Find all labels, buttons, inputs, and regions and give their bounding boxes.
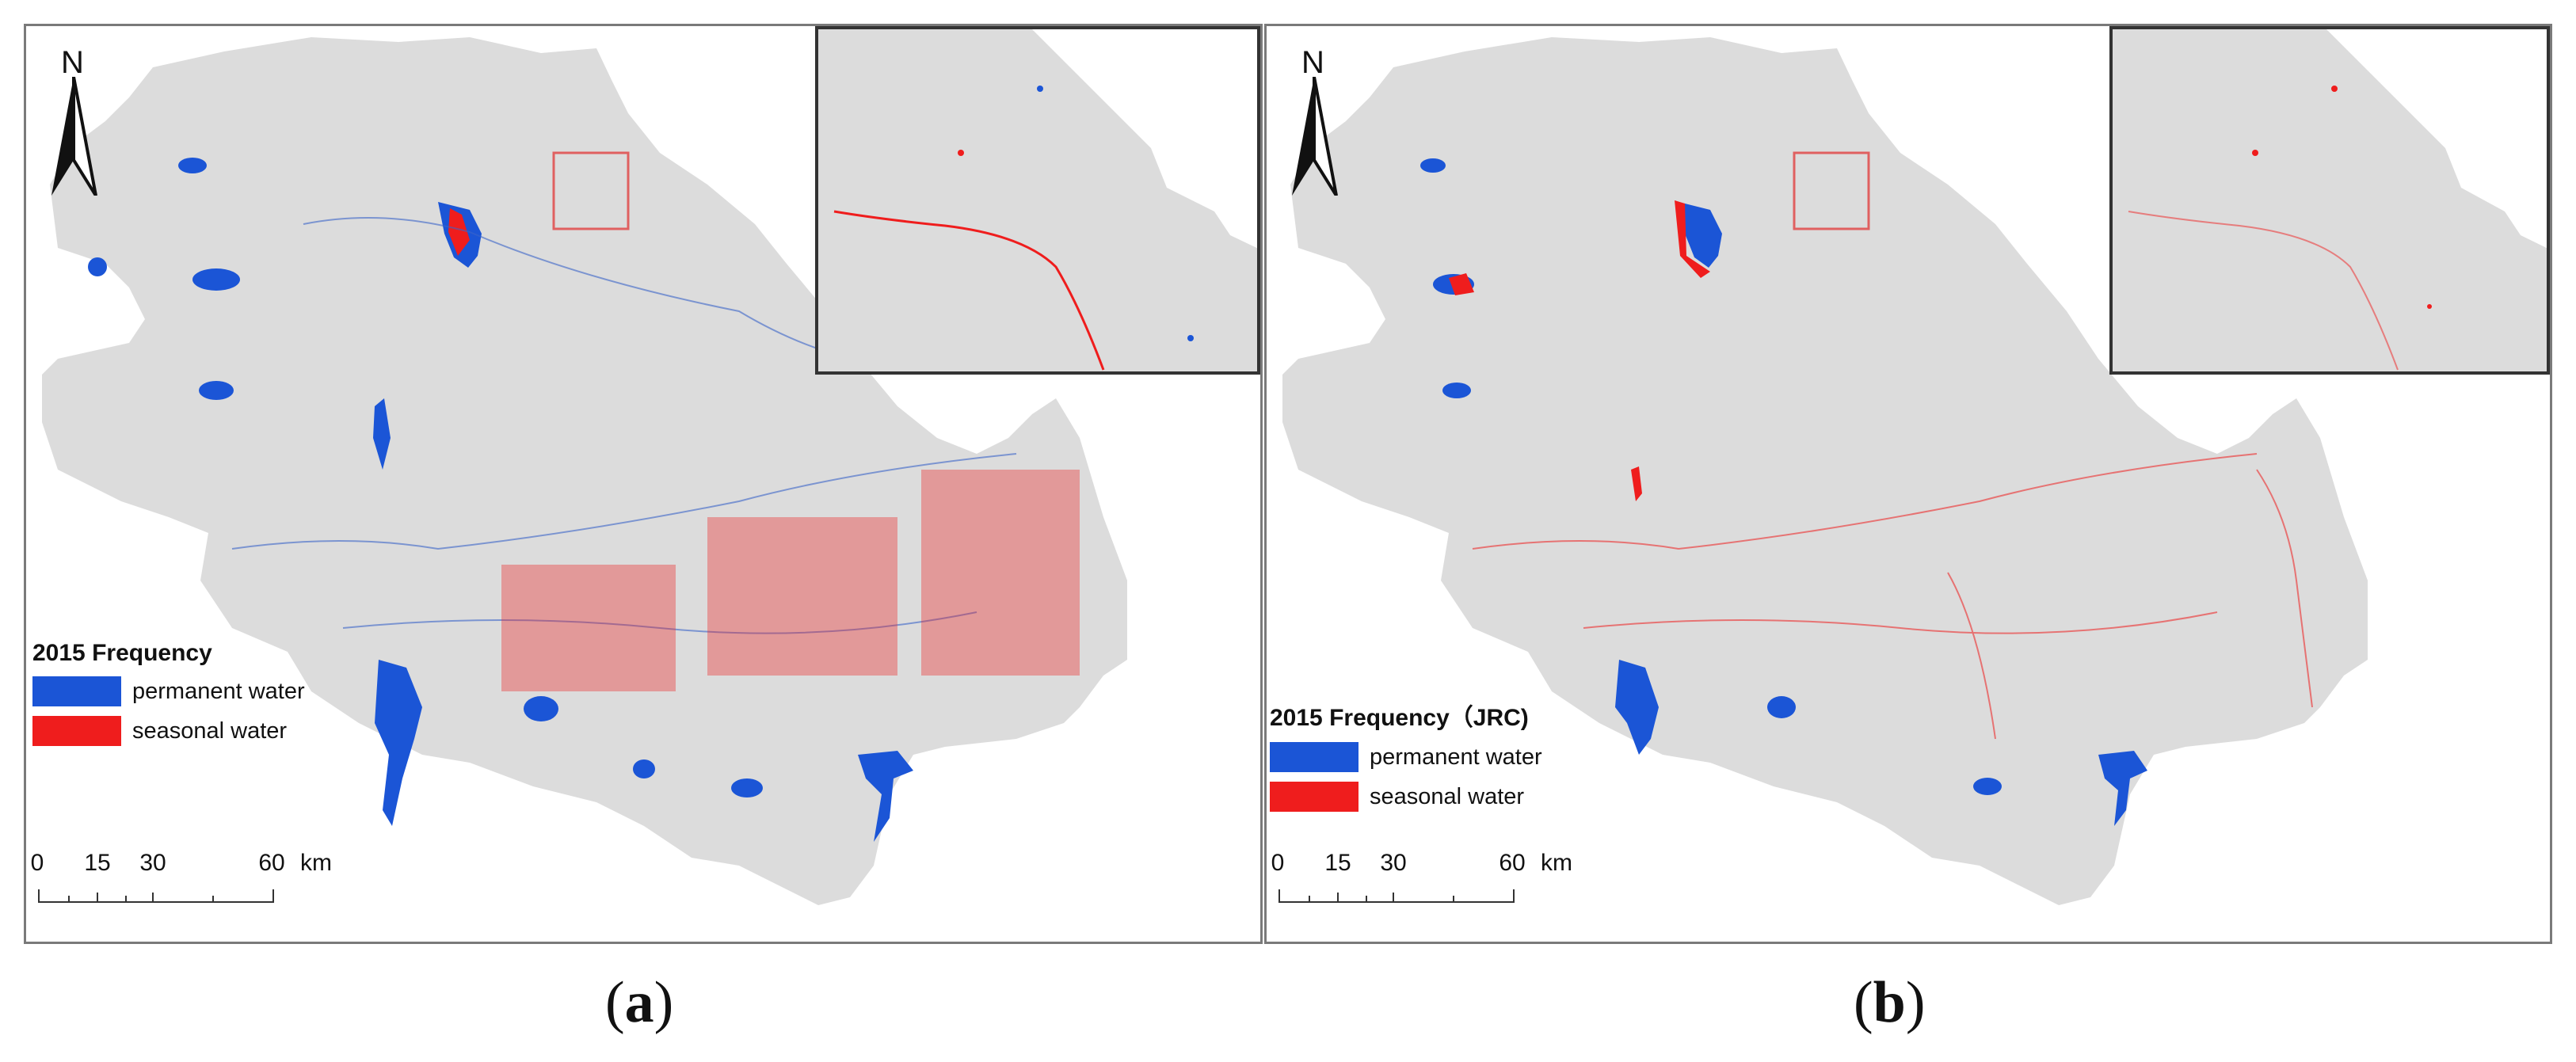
scale-bar-a: 0 15 30 60 km bbox=[31, 850, 338, 909]
seasonal-water-swatch bbox=[32, 716, 121, 746]
scale-tick-label: 15 bbox=[1324, 850, 1351, 876]
seasonal-water-swatch bbox=[1270, 782, 1358, 812]
north-label: N bbox=[1301, 45, 1324, 80]
map-panel-a: N 2015 Frequency permanent water seasona… bbox=[24, 24, 1263, 944]
map-canvas-a bbox=[42, 37, 1127, 905]
scale-tick-label: 0 bbox=[1271, 850, 1285, 876]
scale-bar-graphic bbox=[38, 889, 274, 903]
permanent-water-swatch bbox=[32, 676, 121, 706]
north-arrow-icon bbox=[1292, 77, 1338, 196]
locator-box bbox=[552, 151, 630, 230]
north-arrow: N bbox=[1282, 37, 1354, 196]
map-canvas-b bbox=[1282, 37, 2368, 905]
caption-letter: a bbox=[624, 970, 654, 1035]
map-panel-b: N 2015 Frequency（JRC) permanent water se… bbox=[1264, 24, 2552, 944]
legend-item-seasonal-water: seasonal water bbox=[1270, 782, 1542, 812]
legend-item-label: seasonal water bbox=[1370, 783, 1525, 809]
legend-item-seasonal-water: seasonal water bbox=[32, 716, 305, 746]
legend-title: 2015 Frequency（JRC) bbox=[1270, 705, 1529, 731]
scale-tick-label: 60 bbox=[1499, 850, 1526, 876]
legend-item-permanent-water: permanent water bbox=[32, 676, 305, 706]
seasonal-water-bodies bbox=[1449, 200, 1710, 501]
caption-a: (a) bbox=[605, 970, 674, 1035]
legend-item-label: seasonal water bbox=[132, 718, 288, 744]
river-network bbox=[231, 217, 1017, 634]
north-label: N bbox=[61, 45, 84, 80]
study-area-region bbox=[42, 37, 1127, 905]
legend-item-permanent-water: permanent water bbox=[1270, 742, 1542, 772]
permanent-water-swatch bbox=[1270, 742, 1358, 772]
legend-item-label: permanent water bbox=[1370, 744, 1542, 770]
permanent-water-bodies bbox=[1420, 158, 2147, 826]
legend-a: 2015 Frequency permanent water seasonal … bbox=[32, 640, 305, 746]
inset-detail-b bbox=[2128, 29, 2547, 371]
scale-bar-b: 0 15 30 60 km bbox=[1271, 850, 1579, 909]
scale-tick-label: 30 bbox=[139, 850, 166, 876]
scale-tick-label: 30 bbox=[1380, 850, 1407, 876]
scale-unit: km bbox=[1541, 850, 1572, 876]
caption-b: (b) bbox=[1854, 970, 1926, 1035]
seasonal-water-bodies bbox=[448, 208, 470, 256]
inset-map-b bbox=[2109, 26, 2550, 375]
inset-detail-a bbox=[833, 29, 1257, 371]
locator-box bbox=[1793, 151, 1870, 230]
legend-b: 2015 Frequency（JRC) permanent water seas… bbox=[1270, 698, 1542, 812]
seasonal-water-scatter bbox=[501, 470, 1080, 691]
inset-map-a bbox=[815, 26, 1260, 375]
north-arrow: N bbox=[42, 37, 113, 196]
scale-tick-label: 0 bbox=[30, 850, 44, 876]
caption-letter: b bbox=[1873, 970, 1906, 1035]
river-network bbox=[1472, 453, 2313, 740]
legend-title: 2015 Frequency bbox=[32, 640, 212, 666]
legend-item-label: permanent water bbox=[132, 678, 305, 704]
study-area-region bbox=[1282, 37, 2368, 905]
north-arrow-icon bbox=[51, 77, 97, 196]
scale-tick-label: 60 bbox=[258, 850, 285, 876]
permanent-water-bodies bbox=[88, 158, 913, 842]
scale-bar-graphic bbox=[1278, 889, 1515, 903]
scale-tick-label: 15 bbox=[84, 850, 111, 876]
scale-unit: km bbox=[300, 850, 332, 876]
